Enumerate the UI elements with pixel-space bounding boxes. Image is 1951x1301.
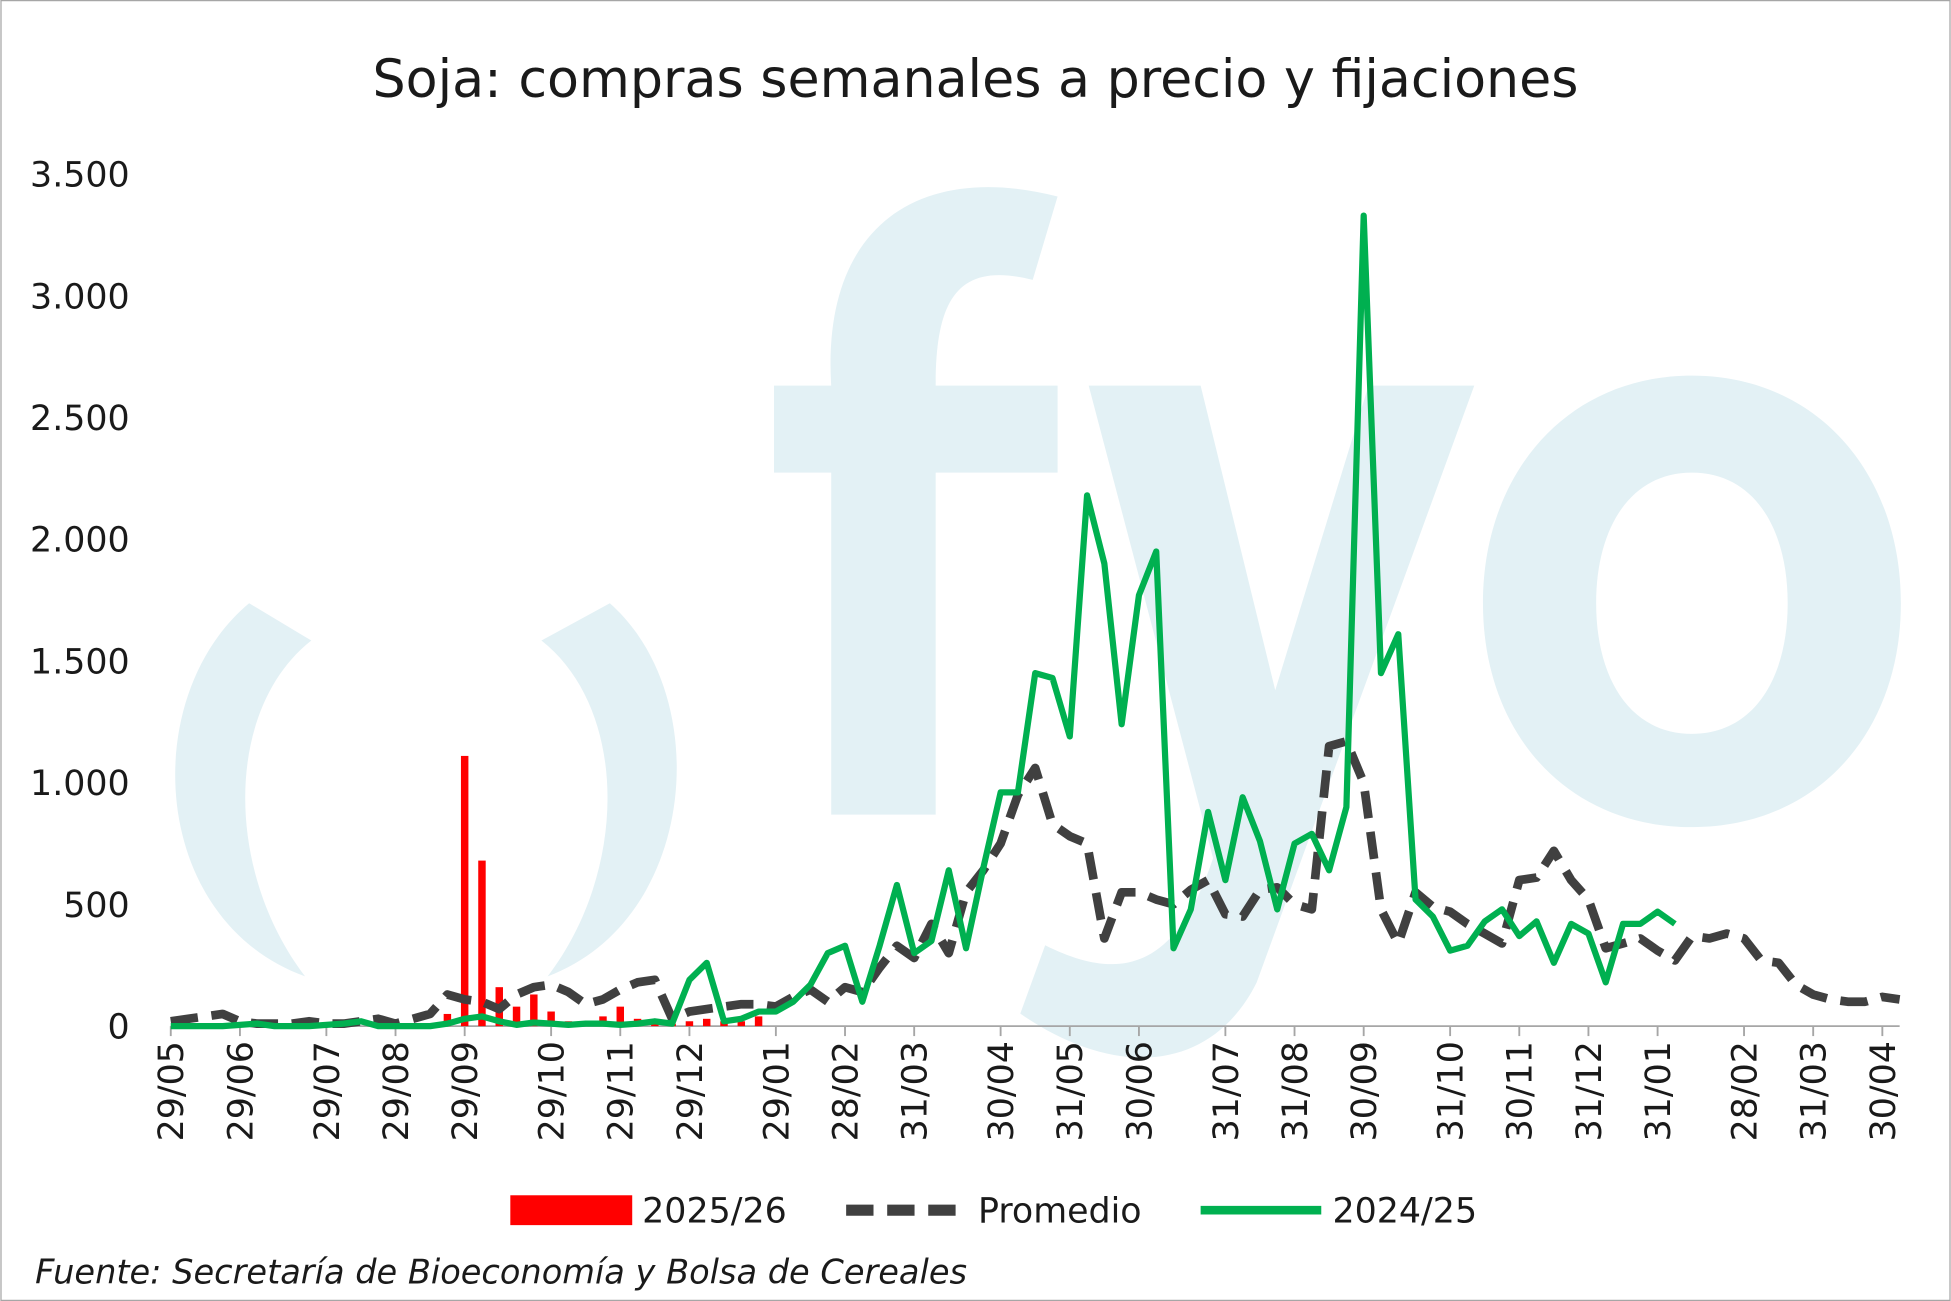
legend-label: 2025/26 [642, 1192, 787, 1232]
y-tick-label: 2.000 [30, 521, 130, 561]
x-tick-label: 30/06 [1120, 1041, 1160, 1141]
x-tick-label: 29/07 [308, 1041, 348, 1141]
bar [754, 1016, 763, 1027]
x-tick-label: 31/07 [1207, 1041, 1247, 1141]
x-tick-label: 29/09 [446, 1041, 486, 1141]
x-tick-label: 31/03 [1795, 1041, 1835, 1141]
logo-shape [774, 187, 1058, 815]
series-line [170, 212, 1677, 1030]
bar [702, 1018, 711, 1027]
x-tick-label: 29/05 [152, 1041, 192, 1141]
y-tick-label: 0 [108, 1008, 130, 1048]
watermark-logo [175, 187, 1901, 1058]
legend-label: Promedio [978, 1192, 1142, 1232]
x-tick-label: 31/12 [1570, 1041, 1610, 1141]
bar [651, 1023, 659, 1027]
x-tick-label: 31/08 [1276, 1041, 1316, 1141]
legend-label: 2024/25 [1332, 1192, 1477, 1232]
logo-shape [1020, 385, 1475, 1058]
bar [547, 1011, 555, 1027]
logo-shape [175, 603, 312, 977]
bar [443, 1013, 452, 1027]
x-tick-label: 29/08 [377, 1041, 417, 1141]
x-tick-label: 28/02 [826, 1041, 866, 1141]
y-tick-label: 3.500 [30, 156, 130, 196]
y-tick-label: 3.000 [30, 277, 130, 317]
x-tick-label: 30/11 [1501, 1041, 1541, 1141]
x-tick-label: 30/09 [1345, 1041, 1385, 1141]
x-tick-label: 29/11 [602, 1041, 642, 1141]
x-tick-label: 28/02 [1725, 1041, 1765, 1141]
y-tick-label: 1.000 [30, 764, 130, 804]
bar [478, 860, 486, 1027]
chart-title: Soja: compras semanales a precio y fijac… [373, 50, 1579, 110]
bar [685, 1021, 694, 1027]
x-tick-label: 30/04 [982, 1041, 1022, 1141]
x-tick-label: 29/12 [671, 1041, 711, 1141]
x-tick-label: 30/04 [1864, 1041, 1904, 1141]
source-note: Fuente: Secretaría de Bioeconomía y Bols… [35, 1253, 967, 1292]
logo-shape [541, 603, 677, 977]
bar [512, 1006, 521, 1027]
bar [616, 1006, 625, 1027]
bar [460, 755, 469, 1027]
x-tick-label: 31/05 [1051, 1041, 1091, 1141]
series-line [170, 736, 1901, 1028]
legend-swatch [510, 1195, 633, 1226]
y-tick-label: 500 [63, 886, 129, 926]
x-tick-label: 29/01 [757, 1041, 797, 1141]
bar [737, 1021, 746, 1027]
x-tick-label: 31/01 [1639, 1041, 1679, 1141]
x-tick-label: 29/10 [533, 1041, 573, 1141]
x-tick-label: 31/03 [896, 1041, 936, 1141]
y-tick-label: 1.500 [30, 642, 130, 682]
x-tick-label: 29/06 [221, 1041, 261, 1141]
logo-shape [1482, 375, 1901, 828]
x-tick-label: 31/10 [1432, 1041, 1472, 1141]
y-tick-label: 2.500 [30, 399, 130, 439]
bar [530, 994, 538, 1027]
